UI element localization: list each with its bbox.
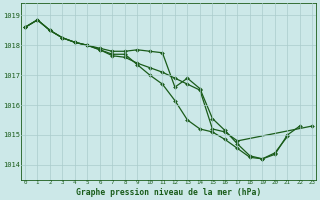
X-axis label: Graphe pression niveau de la mer (hPa): Graphe pression niveau de la mer (hPa): [76, 188, 261, 197]
